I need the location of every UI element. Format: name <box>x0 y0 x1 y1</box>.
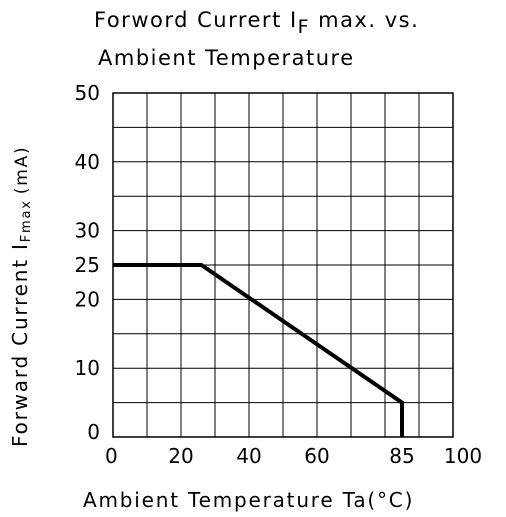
y-axis-label-prefix: Forward Current I <box>8 242 32 447</box>
y-tick-labels: 0 10 20 25 30 40 50 <box>75 81 100 444</box>
chart-title-tail: max. vs. <box>318 8 419 32</box>
y-tick-label-2: 20 <box>75 287 100 311</box>
x-tick-label-1: 20 <box>168 444 193 468</box>
y-axis-label-suffix: (mA) <box>12 146 32 195</box>
y-tick-label-1: 10 <box>75 356 100 380</box>
y-tick-label-4: 30 <box>75 219 100 243</box>
chart-title-line2: Ambient Temperature <box>98 46 355 70</box>
chart-title: Forword Currert IF max. vs. Ambient Tempe… <box>94 8 419 70</box>
x-tick-labels: 0 20 40 60 85 100 <box>105 444 482 468</box>
y-axis-label-subscript: Fmax <box>19 199 34 242</box>
y-tick-label-0: 0 <box>87 420 100 444</box>
chart-title-text: Forword Currert I <box>94 8 298 32</box>
x-tick-label-4: 85 <box>389 444 414 468</box>
x-axis-label: Ambient Temperature Ta(°C) <box>83 488 414 512</box>
y-tick-label-3: 25 <box>75 253 100 277</box>
x-tick-label-5: 100 <box>444 444 482 468</box>
chart-title-subscript: F <box>298 16 310 38</box>
y-tick-label-5: 40 <box>75 150 100 174</box>
chart-title-line1: Forword Currert IF max. vs. <box>94 8 419 38</box>
y-tick-label-6: 50 <box>75 81 100 105</box>
x-tick-label-2: 40 <box>236 444 261 468</box>
x-tick-label-0: 0 <box>105 444 118 468</box>
y-axis-label: Forward Current IFmax (mA) <box>8 146 34 447</box>
series-line-0 <box>113 263 404 437</box>
x-tick-label-3: 60 <box>304 444 329 468</box>
series-layer <box>113 263 404 437</box>
